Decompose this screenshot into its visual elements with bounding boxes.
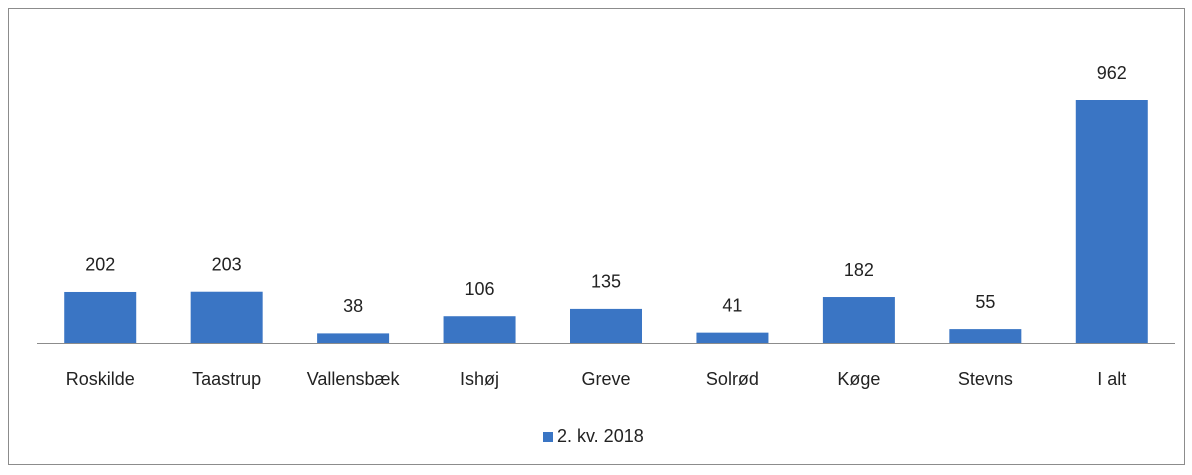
data-label: 135: [591, 272, 621, 292]
legend-label: 2. kv. 2018: [557, 426, 644, 446]
x-tick-label: Ishøj: [460, 369, 499, 389]
data-label: 182: [844, 260, 874, 280]
data-label: 203: [212, 254, 242, 274]
data-label: 38: [343, 296, 363, 316]
data-label: 106: [465, 279, 495, 299]
bar: [1075, 100, 1148, 343]
x-tick-label: Stevns: [958, 369, 1013, 389]
bar: [949, 329, 1022, 343]
chart-frame: [8, 8, 1185, 465]
data-label: 962: [1097, 63, 1127, 83]
bar: [317, 333, 390, 343]
data-label: 55: [975, 292, 995, 312]
x-tick-label: Solrød: [706, 369, 759, 389]
bar: [443, 316, 516, 343]
x-tick-label: Greve: [581, 369, 630, 389]
x-tick-label: Taastrup: [192, 369, 261, 389]
x-tick-label: Køge: [837, 369, 880, 389]
bar: [570, 308, 642, 343]
data-label: 41: [722, 295, 742, 315]
bar: [64, 291, 137, 343]
bar: [190, 291, 263, 343]
data-label: 202: [85, 255, 115, 275]
x-tick-label: Roskilde: [66, 369, 135, 389]
legend-swatch: [543, 432, 553, 442]
x-tick-label: I alt: [1097, 369, 1126, 389]
bar: [696, 332, 769, 343]
x-tick-label: Vallensbæk: [307, 369, 401, 389]
bar: [822, 297, 895, 343]
